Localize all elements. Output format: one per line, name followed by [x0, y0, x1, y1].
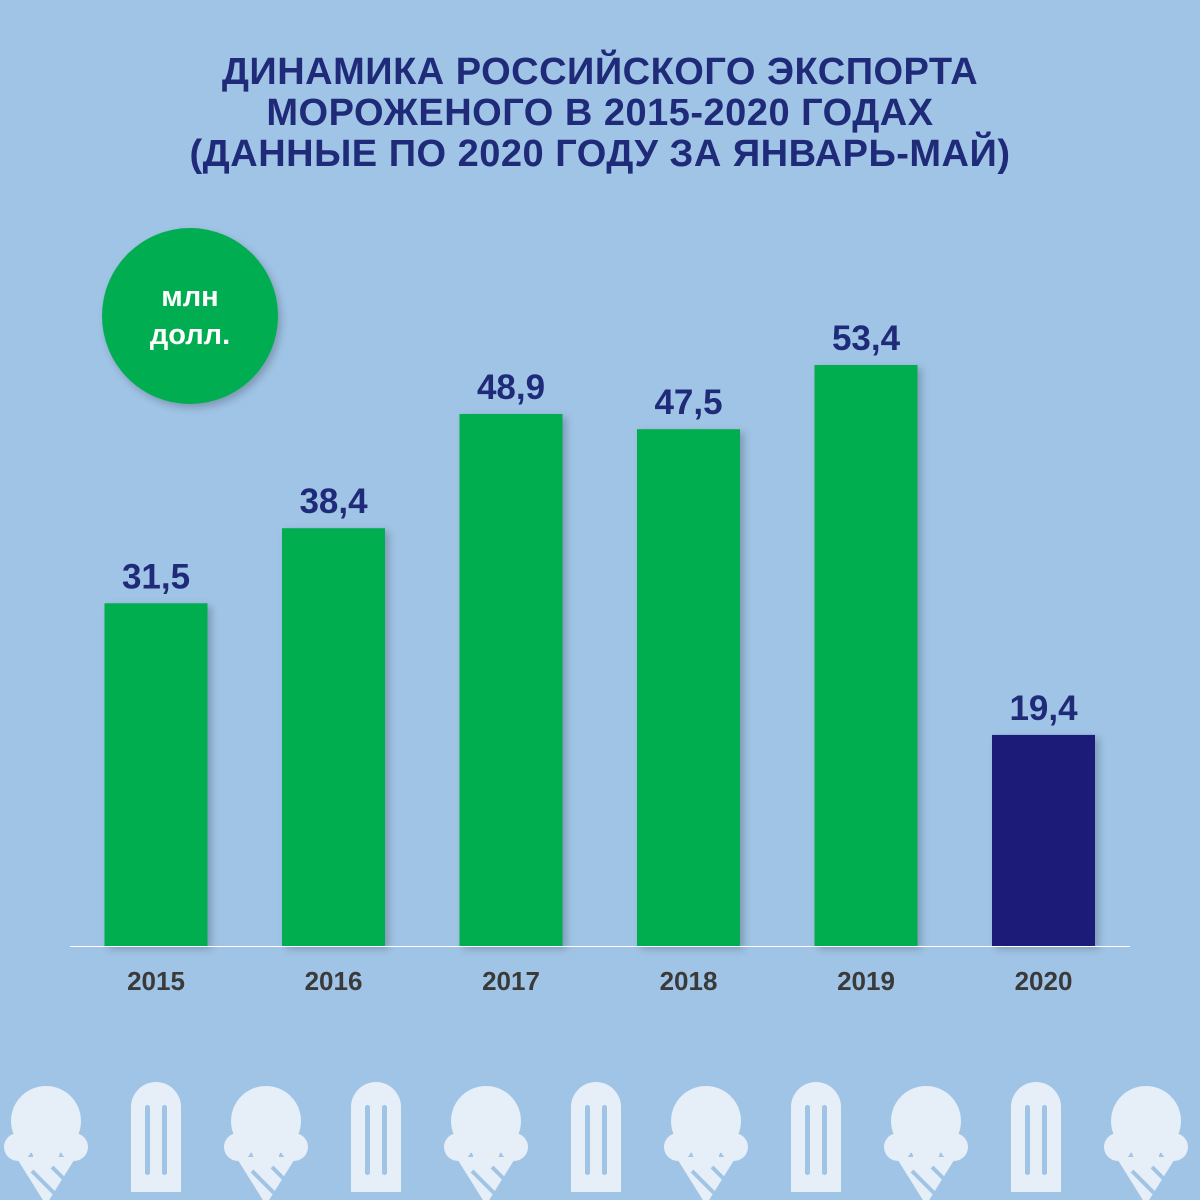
unit-badge-line-2: долл. — [149, 319, 231, 351]
bar-2018 — [637, 429, 740, 946]
bar-2019 — [814, 365, 918, 946]
chart-title-line-1: ДИНАМИКА РОССИЙСКОГО ЭКСПОРТА — [221, 51, 979, 93]
ice-cream-cone-icon — [1104, 1086, 1188, 1200]
bar-chart: 31,5 2015 38,4 2016 48,9 2017 47,5 2018 53,4 2019… — [70, 319, 1130, 996]
popsicle-icon — [791, 1082, 841, 1192]
popsicle-icon — [131, 1082, 181, 1192]
popsicle-icon — [1011, 1082, 1061, 1192]
x-tick-label-2018: 2018 — [660, 966, 718, 996]
x-tick-label-2015: 2015 — [127, 966, 185, 996]
ice-cream-cone-icon — [444, 1086, 528, 1200]
ice-cream-cone-icon — [884, 1086, 968, 1200]
bar-2017 — [459, 413, 563, 946]
unit-badge-line-1: млн — [161, 281, 219, 313]
x-tick-label-2020: 2020 — [1015, 966, 1073, 996]
x-tick-label-2016: 2016 — [305, 966, 363, 996]
unit-badge: млн долл. — [102, 228, 278, 404]
value-label-2019: 53,4 — [832, 319, 901, 358]
value-label-2015: 31,5 — [122, 557, 190, 596]
bar-2015 — [104, 603, 208, 946]
bar-2016 — [282, 528, 385, 946]
ice-cream-cone-icon — [4, 1086, 88, 1200]
bar-2020 — [992, 734, 1095, 946]
ice-cream-cone-icon — [664, 1086, 748, 1200]
popsicle-icon — [351, 1082, 401, 1192]
ice-cream-icon-row — [4, 1082, 1188, 1200]
chart-title-line-3: (ДАННЫЕ ПО 2020 ГОДУ ЗА ЯНВАРЬ-МАЙ) — [189, 133, 1011, 175]
x-tick-label-2017: 2017 — [482, 966, 540, 996]
value-label-2017: 48,9 — [477, 368, 545, 407]
value-label-2020: 19,4 — [1009, 689, 1078, 728]
x-tick-label-2019: 2019 — [837, 966, 895, 996]
value-label-2016: 38,4 — [299, 482, 368, 521]
ice-cream-cone-icon — [224, 1086, 308, 1200]
chart-title: ДИНАМИКА РОССИЙСКОГО ЭКСПОРТА МОРОЖЕНОГО… — [0, 52, 1200, 175]
value-label-2018: 47,5 — [654, 383, 722, 422]
chart-title-line-2: МОРОЖЕНОГО В 2015-2020 ГОДАХ — [266, 92, 934, 134]
popsicle-icon — [571, 1082, 621, 1192]
